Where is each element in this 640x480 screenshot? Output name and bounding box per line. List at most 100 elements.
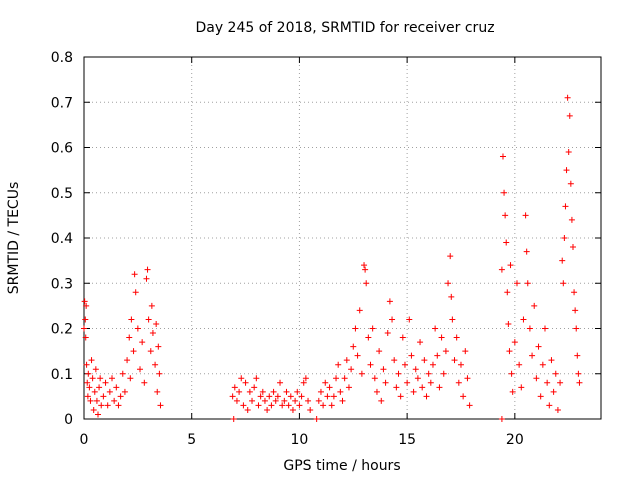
data-point bbox=[559, 257, 566, 264]
y-tick-label: 0.8 bbox=[51, 50, 73, 66]
data-point bbox=[440, 370, 447, 377]
data-point bbox=[281, 397, 288, 404]
data-point bbox=[296, 402, 303, 409]
data-point bbox=[121, 388, 128, 395]
grid-lines bbox=[84, 57, 601, 419]
data-point bbox=[573, 325, 580, 332]
data-point bbox=[335, 361, 342, 368]
data-point bbox=[292, 397, 299, 404]
data-point bbox=[447, 253, 454, 260]
data-point bbox=[356, 307, 363, 314]
data-point bbox=[502, 212, 509, 219]
data-point bbox=[149, 330, 156, 337]
data-point bbox=[434, 352, 441, 359]
data-point bbox=[84, 393, 91, 400]
data-point bbox=[126, 334, 133, 341]
data-point bbox=[132, 289, 139, 296]
data-point bbox=[145, 316, 152, 323]
data-point bbox=[507, 262, 514, 269]
data-point bbox=[535, 343, 542, 350]
data-point bbox=[565, 149, 572, 156]
data-point bbox=[152, 361, 159, 368]
data-point bbox=[531, 302, 538, 309]
data-point bbox=[266, 393, 273, 400]
data-point bbox=[98, 402, 105, 409]
data-point bbox=[421, 357, 428, 364]
data-point bbox=[358, 370, 365, 377]
data-point bbox=[567, 180, 574, 187]
data-point bbox=[568, 216, 575, 223]
x-tick-label: 10 bbox=[291, 432, 309, 448]
x-axis-label: GPS time / hours bbox=[283, 458, 400, 474]
data-point bbox=[432, 325, 439, 332]
data-point bbox=[564, 94, 571, 101]
data-point bbox=[438, 334, 445, 341]
data-point bbox=[363, 280, 370, 287]
data-point bbox=[511, 339, 518, 346]
data-point bbox=[462, 348, 469, 355]
data-point bbox=[365, 334, 372, 341]
data-point bbox=[85, 370, 92, 377]
data-point bbox=[264, 406, 271, 413]
data-point bbox=[574, 352, 581, 359]
data-point bbox=[367, 361, 374, 368]
data-point bbox=[516, 361, 523, 368]
data-point bbox=[339, 397, 346, 404]
data-point bbox=[399, 334, 406, 341]
data-point bbox=[427, 379, 434, 386]
data-point bbox=[315, 397, 322, 404]
data-point bbox=[384, 330, 391, 337]
x-tick-label: 5 bbox=[187, 432, 196, 448]
data-points bbox=[81, 94, 583, 422]
data-point bbox=[104, 402, 111, 409]
data-point bbox=[141, 379, 148, 386]
data-point bbox=[506, 348, 513, 355]
data-point bbox=[361, 262, 368, 269]
data-point bbox=[425, 370, 432, 377]
data-point bbox=[330, 393, 337, 400]
data-point bbox=[81, 298, 88, 305]
data-point bbox=[518, 384, 525, 391]
y-tick-label: 0.3 bbox=[51, 276, 73, 292]
data-point bbox=[229, 393, 236, 400]
data-point bbox=[445, 280, 452, 287]
data-point bbox=[563, 167, 570, 174]
data-point bbox=[391, 357, 398, 364]
data-point bbox=[572, 307, 579, 314]
data-point bbox=[501, 189, 508, 196]
data-point bbox=[455, 379, 462, 386]
y-axis-label: SRMTID / TECUs bbox=[6, 182, 22, 295]
data-point bbox=[337, 388, 344, 395]
data-point bbox=[537, 393, 544, 400]
data-point bbox=[87, 397, 94, 404]
data-point bbox=[523, 248, 530, 255]
data-point bbox=[345, 384, 352, 391]
data-point bbox=[144, 266, 151, 273]
data-point bbox=[389, 316, 396, 323]
data-point bbox=[305, 397, 312, 404]
data-point bbox=[102, 379, 109, 386]
data-point bbox=[92, 366, 99, 373]
data-point bbox=[371, 375, 378, 382]
data-point bbox=[93, 397, 100, 404]
data-point bbox=[128, 316, 135, 323]
y-tick-label: 0.1 bbox=[51, 367, 73, 383]
data-point bbox=[562, 203, 569, 210]
data-point bbox=[253, 375, 260, 382]
data-point bbox=[575, 370, 582, 377]
data-point bbox=[307, 406, 314, 413]
data-point bbox=[153, 320, 160, 327]
data-point bbox=[274, 393, 281, 400]
data-point bbox=[255, 402, 262, 409]
data-point bbox=[412, 366, 419, 373]
data-point bbox=[522, 212, 529, 219]
data-point bbox=[137, 366, 144, 373]
data-point bbox=[313, 416, 320, 422]
data-point bbox=[155, 343, 162, 350]
data-point bbox=[143, 275, 150, 282]
data-point bbox=[81, 325, 87, 332]
data-point bbox=[240, 402, 247, 409]
data-point bbox=[88, 357, 95, 364]
data-point bbox=[419, 384, 426, 391]
data-point bbox=[386, 298, 393, 305]
